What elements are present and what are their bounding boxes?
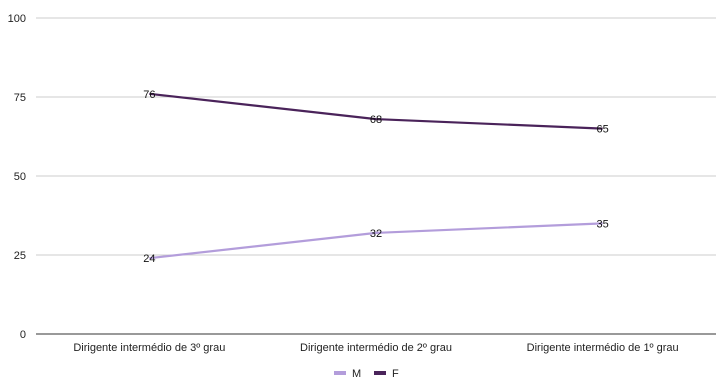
data-label: 65 xyxy=(597,124,609,136)
x-category-label: Dirigente intermédio de 3º grau xyxy=(73,342,225,354)
legend-swatch-M xyxy=(334,371,346,375)
y-tick-label: 0 xyxy=(20,329,26,341)
x-category-label: Dirigente intermédio de 2º grau xyxy=(300,342,452,354)
data-label: 24 xyxy=(143,253,155,265)
x-category-label: Dirigente intermédio de 1º grau xyxy=(527,342,679,354)
series-line-F xyxy=(149,92,603,130)
legend-swatch-F xyxy=(374,371,386,375)
legend-label-M: M xyxy=(352,368,361,380)
y-tick-label: 25 xyxy=(14,250,26,262)
data-label: 76 xyxy=(143,89,155,101)
gridlines xyxy=(36,17,716,256)
y-axis-ticks: 0 25 50 75 100 xyxy=(8,13,26,341)
data-label: 32 xyxy=(370,228,382,240)
series-lines xyxy=(149,92,603,260)
y-tick-label: 100 xyxy=(8,13,26,25)
x-axis-categories: Dirigente intermédio de 3º grau Dirigente… xyxy=(73,342,678,354)
data-labels: 24 32 35 76 68 65 xyxy=(143,89,609,265)
series-line-M xyxy=(149,222,603,260)
data-label: 35 xyxy=(597,218,609,230)
legend-label-F: F xyxy=(392,368,399,380)
y-tick-label: 75 xyxy=(14,92,26,104)
y-tick-label: 50 xyxy=(14,171,26,183)
data-label: 68 xyxy=(370,114,382,126)
